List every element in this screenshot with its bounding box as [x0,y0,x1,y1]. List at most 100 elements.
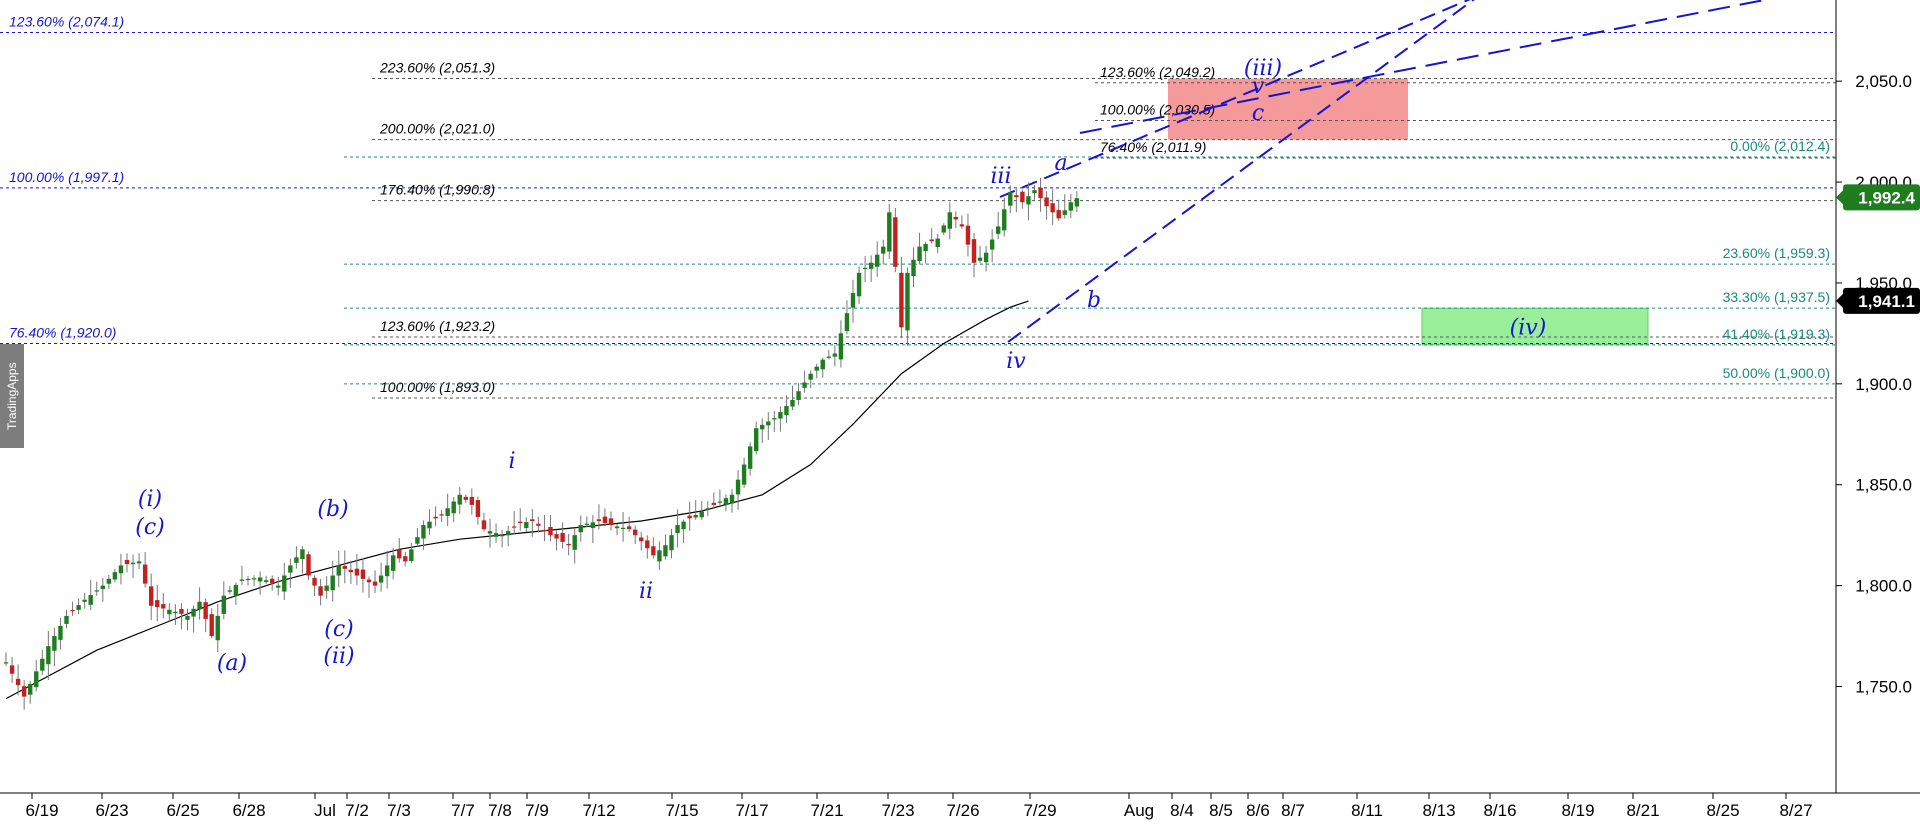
wave-iv-target-zone [1421,307,1649,346]
candle-body [415,537,420,544]
candle-body [1008,192,1013,206]
wave-label: b [1087,288,1101,313]
candle-body [838,333,844,360]
candle-body [862,267,868,270]
candle-body [735,479,741,495]
candle-body [778,412,783,419]
candle-body [1062,210,1067,215]
x-tick-label: 8/4 [1170,801,1194,820]
candle-body [596,519,602,522]
trendline-upper [999,0,1471,198]
target-zones: (iv) [1168,78,1649,346]
candle-body [282,575,287,592]
wave-label: a [1054,151,1067,176]
wave-iv-zone-label: (iv) [1510,316,1547,341]
candle-body [602,516,608,524]
candle-body [76,605,81,610]
candle-body [185,615,190,620]
x-tick-label: 6/19 [25,801,58,820]
candle-body [917,246,922,261]
candle-body [983,252,989,263]
candle-body [421,525,426,539]
fib-label-teal: 0.00% (2,012.4) [1730,138,1830,154]
candle-body [1038,187,1043,199]
candle-body [82,599,87,602]
candle-body [245,578,251,581]
candle-body [427,521,432,529]
x-tick-label: Aug [1124,801,1154,820]
candle-body [572,535,577,550]
candle-body [663,545,668,557]
candle-body [463,496,468,500]
candle-body [929,239,934,242]
fib-label-teal: 23.60% (1,959.3) [1723,245,1830,261]
candle-body [766,421,771,426]
candle-body [977,257,983,261]
candle-body [88,595,93,605]
wave-label: i [508,449,515,474]
candle-body [899,272,904,328]
candle-body [524,522,529,529]
candle-body [46,646,51,665]
candle-body [705,508,710,511]
wave-label: ii [639,579,653,604]
fib-label-teal: 33.30% (1,937.5) [1723,289,1830,305]
candle-body [28,683,33,695]
candle-body [21,686,27,697]
candle-body [893,217,898,267]
candle-body [881,246,886,254]
candle-body [203,602,208,619]
candle-body [439,514,444,516]
x-tick-label: 7/21 [810,801,843,820]
candle-body [52,636,57,651]
wave-label: (c) [324,617,354,642]
candle-body [1032,190,1037,194]
candle-body [754,428,759,452]
candle-body [366,579,372,583]
candle-body [227,590,233,592]
wave-label: v [1252,74,1265,99]
candle-body [318,586,323,596]
candle-body [832,353,838,357]
candle-body [155,600,160,608]
candle-body [614,526,620,529]
fib-label-black: 176.40% (1,990.8) [380,182,495,198]
candle-body [584,523,589,525]
candle-body [288,565,293,573]
candle-body [554,534,559,539]
candle-body [820,359,825,370]
x-tick-label: 7/12 [582,801,615,820]
y-tick-label: 1,900.0 [1855,375,1912,394]
candle-body [760,424,765,430]
y-tick-label: 2,050.0 [1855,72,1912,91]
candle-body [887,212,892,252]
x-tick-label: 6/28 [232,801,265,820]
x-tick-label: 8/7 [1281,801,1305,820]
candle-body [348,569,354,573]
ma-value-pointer [1836,292,1844,309]
candle-body [15,678,21,686]
candle-body [905,272,910,331]
x-tick-label: 8/25 [1706,801,1739,820]
candle-body [935,238,940,248]
fib-label-small: 123.60% (2,049.2) [1100,64,1215,80]
x-tick-label: 7/3 [387,801,411,820]
candle-body [645,540,650,549]
candle-body [215,615,220,641]
fib-label-blue: 100.00% (1,997.1) [9,169,124,185]
candle-body [9,665,15,674]
candle-body [251,578,257,580]
candle-body [354,568,360,576]
x-tick-label: Jul [314,801,336,820]
wave-label: iv [1006,349,1026,374]
x-tick-label: 7/2 [345,801,369,820]
y-tick-label: 1,850.0 [1855,476,1912,495]
x-tick-label: 7/15 [665,801,698,820]
x-tick-label: 8/19 [1561,801,1594,820]
candle-body [257,577,263,582]
candle-body [505,531,511,536]
candle-body [512,526,517,528]
candle-body [530,519,535,522]
x-tick-label: 8/21 [1626,801,1659,820]
